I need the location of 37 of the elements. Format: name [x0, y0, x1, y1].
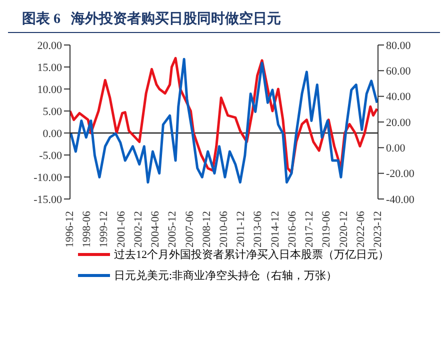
y2-tick-label: 0.00 [386, 142, 406, 155]
legend-label: 过去12个月外国投资者累计净买入日本股票（万亿日元） [114, 248, 389, 262]
x-tick-label: 2013-06 [252, 210, 264, 248]
y-tick-label: 10.00 [37, 84, 62, 96]
y-tick-label: -15.00 [34, 194, 62, 206]
x-tick-label: 2023-12 [372, 211, 384, 248]
x-tick-label: 2016-06 [286, 210, 298, 248]
y2-tick-label: 80.00 [386, 40, 412, 52]
y-tick-label: -10.00 [34, 172, 62, 184]
chart-title: 图表 6 海外投资者购买日股同时做空日元 [8, 8, 440, 33]
x-tick-label: 2022-06 [354, 210, 367, 248]
x-tick-label: 2008-12 [200, 211, 213, 248]
x-tick-label: 2010-06 [218, 210, 230, 248]
x-tick-label: 2004-06 [150, 210, 162, 248]
y2-tick-label: 20.00 [386, 116, 412, 129]
y2-tick-label: 60.00 [386, 66, 412, 78]
x-tick-label: 1998-06 [81, 210, 94, 248]
x-tick-label: 2001-06 [115, 210, 128, 248]
legend-label: 日元兑美元:非商业净空头持仓（右轴，万张） [114, 268, 338, 283]
x-tick-label: 1999-12 [98, 211, 110, 248]
y2-tick-label: 40.00 [386, 91, 412, 104]
x-tick-label: 2019-06 [320, 210, 333, 248]
y2-tick-label: -20.00 [386, 168, 415, 180]
x-tick-label: 2002-12 [132, 211, 144, 248]
x-tick-label: 2017-12 [304, 211, 316, 248]
x-tick-label: 2014-12 [269, 211, 282, 248]
y-tick-label: 0.00 [42, 128, 62, 140]
x-tick-label: 2011-12 [235, 211, 248, 248]
x-tick-label: 2020-12 [338, 211, 350, 248]
y-tick-label: 20.00 [37, 40, 62, 52]
y-tick-label: -5.00 [39, 150, 62, 162]
y-tick-label: 5.00 [42, 106, 62, 118]
x-tick-label: 1996-12 [64, 211, 76, 248]
y2-tick-label: -40.00 [386, 194, 415, 206]
x-tick-label: 2005-12 [166, 211, 179, 248]
y-tick-label: 15.00 [37, 62, 62, 74]
x-tick-label: 2007-06 [184, 210, 196, 248]
